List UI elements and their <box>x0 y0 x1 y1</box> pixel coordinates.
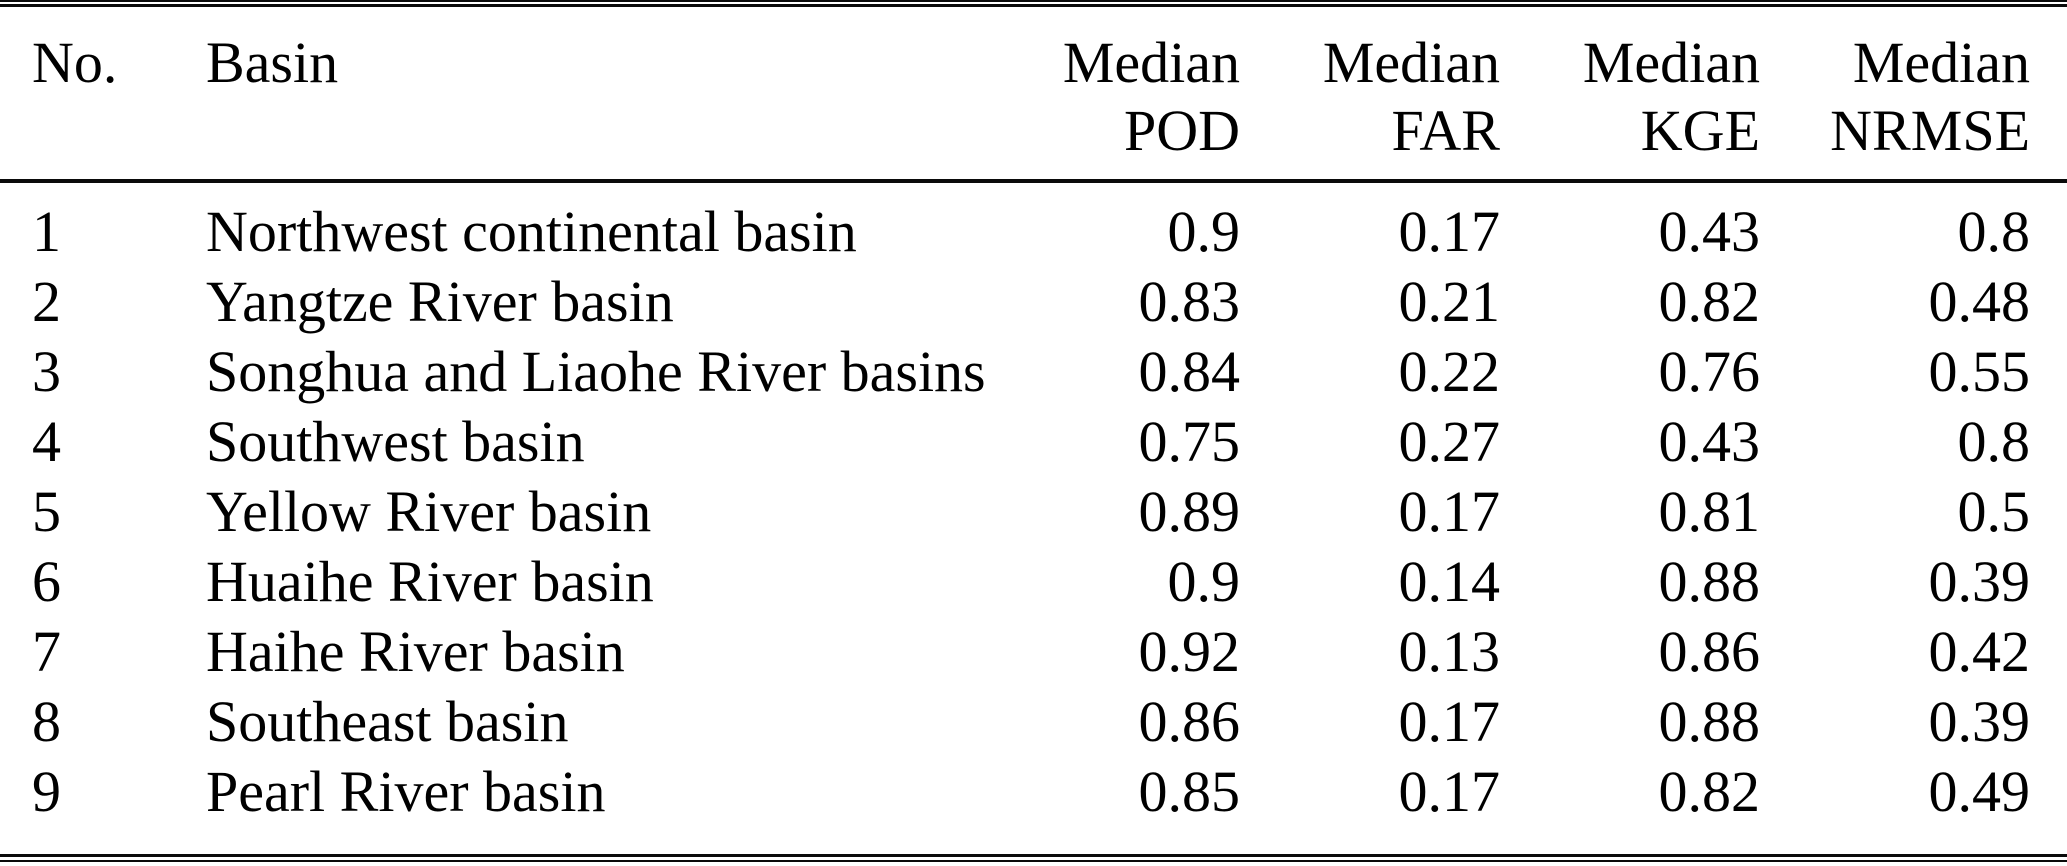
table-bottom-thick-rule <box>0 854 2067 857</box>
cell-median-nrmse: 0.49 <box>1928 759 2031 824</box>
cell-median-nrmse: 0.42 <box>1928 619 2031 684</box>
cell-median-pod: 0.9 <box>1167 549 1241 614</box>
table-top-rule-gap <box>0 2 2067 4</box>
column-header-basin: Basin <box>206 7 980 183</box>
cell-median-far: 0.17 <box>1398 759 1501 824</box>
cell-no: 5 <box>32 479 61 544</box>
median-far-line1: Median <box>1322 30 1500 95</box>
cell-median-far: 0.17 <box>1398 479 1501 544</box>
cell-median-nrmse: 0.55 <box>1928 339 2031 404</box>
cell-basin: Northwest continental basin <box>206 199 857 264</box>
table-header: No. Basin Median POD Median FAR Median K… <box>0 7 2067 183</box>
cell-median-far: 0.13 <box>1398 619 1501 684</box>
median-kge-line1: Median <box>1582 30 1760 95</box>
table-row: 5 Yellow River basin 0.89 0.17 0.81 0.5 <box>0 477 2067 547</box>
table-row: 4 Southwest basin 0.75 0.27 0.43 0.8 <box>0 407 2067 477</box>
cell-no: 8 <box>32 689 61 754</box>
table-bottom-spacer <box>0 827 2067 854</box>
cell-median-pod: 0.92 <box>1138 619 1241 684</box>
cell-median-kge: 0.88 <box>1658 549 1761 614</box>
cell-median-nrmse: 0.39 <box>1928 689 2031 754</box>
cell-median-nrmse: 0.8 <box>1957 199 2031 264</box>
cell-median-kge: 0.82 <box>1658 269 1761 334</box>
cell-median-nrmse: 0.5 <box>1957 479 2031 544</box>
column-header-median-far: Median FAR <box>1240 7 1500 183</box>
table-row: 1 Northwest continental basin 0.9 0.17 0… <box>0 181 2067 267</box>
cell-median-nrmse: 0.8 <box>1957 409 2031 474</box>
cell-basin: Pearl River basin <box>206 759 606 824</box>
basin-metrics-table: No. Basin Median POD Median FAR Median K… <box>0 7 2067 827</box>
column-header-median-nrmse: Median NRMSE <box>1760 7 2067 183</box>
header-row: No. Basin Median POD Median FAR Median K… <box>0 7 2067 183</box>
cell-basin: Yangtze River basin <box>206 269 674 334</box>
cell-median-pod: 0.84 <box>1138 339 1241 404</box>
cell-no: 3 <box>32 339 61 404</box>
table-row: 6 Huaihe River basin 0.9 0.14 0.88 0.39 <box>0 547 2067 617</box>
cell-basin: Southwest basin <box>206 409 585 474</box>
median-pod-line2: POD <box>1123 98 1240 163</box>
cell-median-kge: 0.81 <box>1658 479 1761 544</box>
cell-basin: Southeast basin <box>206 689 569 754</box>
cell-median-kge: 0.82 <box>1658 759 1761 824</box>
cell-median-nrmse: 0.39 <box>1928 549 2031 614</box>
median-kge-line2: KGE <box>1640 98 1760 163</box>
column-header-median-kge: Median KGE <box>1500 7 1760 183</box>
median-nrmse-line1: Median <box>1852 30 2030 95</box>
cell-median-nrmse: 0.48 <box>1928 269 2031 334</box>
cell-median-far: 0.17 <box>1398 199 1501 264</box>
cell-median-kge: 0.76 <box>1658 339 1761 404</box>
cell-median-pod: 0.86 <box>1138 689 1241 754</box>
table-row: 9 Pearl River basin 0.85 0.17 0.82 0.49 <box>0 757 2067 827</box>
column-header-no: No. <box>0 7 206 183</box>
cell-no: 7 <box>32 619 61 684</box>
cell-no: 4 <box>32 409 61 474</box>
table-bottom-thin-rule <box>0 860 2067 862</box>
cell-median-far: 0.27 <box>1398 409 1501 474</box>
column-header-no-label: No. <box>32 30 118 95</box>
cell-median-pod: 0.89 <box>1138 479 1241 544</box>
median-far-line2: FAR <box>1391 98 1500 163</box>
median-pod-line1: Median <box>1062 30 1240 95</box>
table-bottom-rule-gap <box>0 857 2067 860</box>
cell-no: 9 <box>32 759 61 824</box>
cell-no: 2 <box>32 269 61 334</box>
column-header-median-pod: Median POD <box>980 7 1240 183</box>
cell-basin: Huaihe River basin <box>206 549 654 614</box>
cell-median-far: 0.14 <box>1398 549 1501 614</box>
cell-median-pod: 0.85 <box>1138 759 1241 824</box>
table-top-thick-rule <box>0 4 2067 7</box>
cell-basin: Songhua and Liaohe River basins <box>206 339 986 404</box>
column-header-basin-label: Basin <box>206 30 339 95</box>
cell-median-kge: 0.88 <box>1658 689 1761 754</box>
cell-basin: Haihe River basin <box>206 619 625 684</box>
table-row: 7 Haihe River basin 0.92 0.13 0.86 0.42 <box>0 617 2067 687</box>
median-nrmse-line2: NRMSE <box>1830 98 2030 163</box>
cell-median-far: 0.21 <box>1398 269 1501 334</box>
cell-no: 1 <box>32 199 61 264</box>
cell-median-far: 0.17 <box>1398 689 1501 754</box>
table-row: 3 Songhua and Liaohe River basins 0.84 0… <box>0 337 2067 407</box>
table-row: 2 Yangtze River basin 0.83 0.21 0.82 0.4… <box>0 267 2067 337</box>
cell-median-kge: 0.43 <box>1658 409 1761 474</box>
table-top-thin-rule <box>0 0 2067 2</box>
cell-median-pod: 0.75 <box>1138 409 1241 474</box>
cell-basin: Yellow River basin <box>206 479 652 544</box>
cell-median-far: 0.22 <box>1398 339 1501 404</box>
cell-median-kge: 0.86 <box>1658 619 1761 684</box>
table-row: 8 Southeast basin 0.86 0.17 0.88 0.39 <box>0 687 2067 757</box>
cell-no: 6 <box>32 549 61 614</box>
cell-median-pod: 0.9 <box>1167 199 1241 264</box>
cell-median-pod: 0.83 <box>1138 269 1241 334</box>
cell-median-kge: 0.43 <box>1658 199 1761 264</box>
table-body: 1 Northwest continental basin 0.9 0.17 0… <box>0 181 2067 827</box>
